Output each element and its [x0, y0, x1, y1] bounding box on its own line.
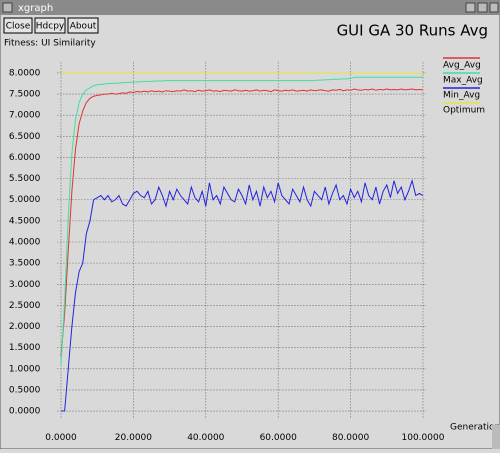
y-tick-label: 7.5000 [9, 90, 41, 100]
close-label: Close [6, 22, 31, 32]
y-tick-label: 3.0000 [9, 280, 41, 290]
y-tick-label: 6.5000 [9, 132, 41, 142]
series-line [60, 76, 423, 365]
x-tick-label: 80.0000 [332, 433, 369, 443]
y-tick-label: 7.0000 [9, 111, 41, 121]
hdcpy-label: Hdcpy [36, 22, 65, 32]
y-tick-label: 3.5000 [9, 259, 41, 269]
legend-label: Optimum [443, 106, 485, 116]
y-tick-label: 0.5000 [9, 385, 41, 395]
maximize[interactable] [477, 2, 488, 13]
y-tick-label: 0.0000 [9, 407, 41, 417]
window-title: xgraph [18, 3, 53, 14]
legend-label: Avg_Avg [443, 61, 481, 71]
chart-title: GUI GA 30 Runs Avg [337, 22, 488, 40]
legend-label: Min_Avg [443, 91, 480, 101]
y-tick-label: 2.5000 [9, 301, 41, 311]
x-axis-label: Generations [450, 423, 500, 433]
about-button[interactable] [67, 17, 99, 34]
x-tick-label: 0.0000 [45, 433, 77, 443]
y-tick-label: 1.5000 [9, 343, 41, 353]
toolbar: Close Hdcpy About [3, 17, 99, 34]
y-tick-label: 4.0000 [9, 238, 41, 248]
y-tick-label: 5.0000 [9, 195, 41, 205]
y-tick-label: 1.0000 [9, 364, 41, 374]
minimize[interactable] [465, 2, 476, 13]
hdcpy-button[interactable] [34, 17, 66, 34]
x-tick-label: 60.0000 [260, 433, 297, 443]
subtitle: Fitness: UI Similarity [4, 39, 96, 49]
series-line [61, 178, 424, 412]
y-tick-label: 2.0000 [9, 322, 41, 332]
window-menu[interactable] [2, 2, 13, 13]
close-window[interactable] [489, 2, 499, 13]
close-button[interactable] [3, 17, 33, 34]
x-tick-label: 100.0000 [402, 433, 445, 443]
series-line [60, 88, 424, 357]
about-label: About [70, 22, 97, 32]
title-bar [0, 0, 500, 15]
x-tick-label: 20.0000 [115, 433, 152, 443]
x-tick-label: 40.0000 [187, 433, 224, 443]
y-tick-label: 4.5000 [9, 216, 41, 226]
resize-grip[interactable] [492, 425, 500, 449]
y-tick-label: 6.0000 [9, 153, 41, 163]
y-tick-label: 8.0000 [9, 68, 41, 78]
legend-label: Max_Avg [443, 76, 483, 86]
y-tick-label: 5.5000 [9, 174, 41, 184]
